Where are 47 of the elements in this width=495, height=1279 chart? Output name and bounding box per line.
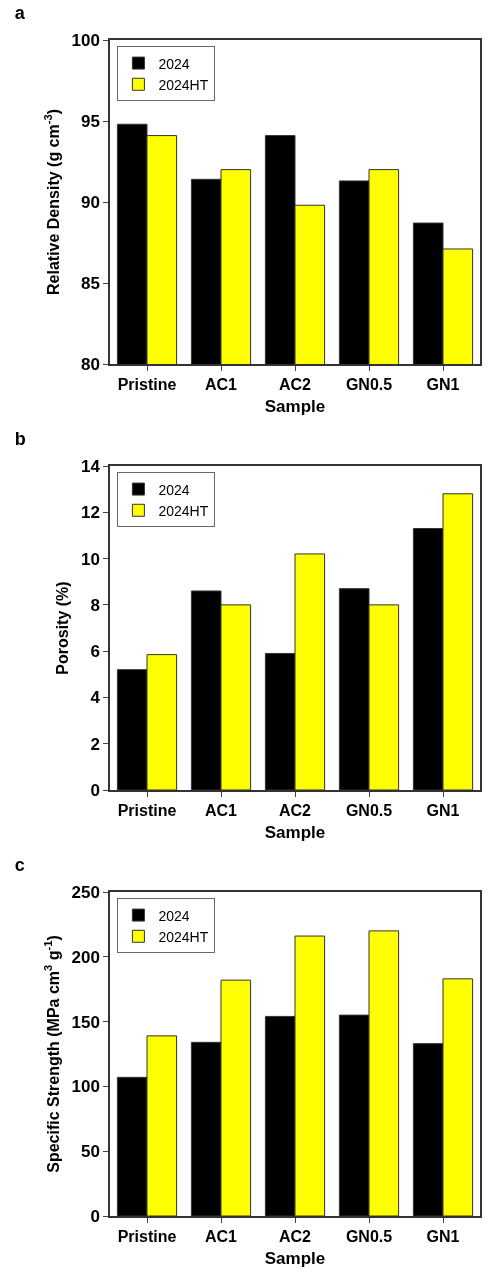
legend-label: 2024HT — [158, 928, 209, 945]
legend-label: 2024HT — [158, 502, 209, 519]
y-axis-title: Porosity (%) — [54, 581, 72, 675]
x-tick-label: AC1 — [204, 1227, 238, 1245]
chart-title: b — [14, 428, 26, 449]
x-tick-label: Pristine — [117, 1227, 177, 1245]
y-tick-label: 200 — [71, 947, 100, 967]
x-tick-label: AC1 — [204, 801, 238, 819]
y-tick-label: 10 — [80, 549, 100, 569]
y-tick-label: 0 — [90, 780, 100, 800]
legend-label: 2024 — [158, 55, 190, 72]
x-tick-label: AC1 — [204, 375, 238, 393]
y-tick-label: 250 — [71, 882, 100, 902]
y-tick-label: 150 — [71, 1012, 100, 1032]
y-tick-label: 0 — [90, 1206, 100, 1226]
y-tick-label: 12 — [80, 503, 100, 523]
x-tick-label: GN1 — [426, 375, 460, 393]
x-axis-title: Sample — [264, 822, 326, 842]
legend-label: 2024 — [158, 907, 190, 924]
x-tick-label: GN1 — [426, 801, 460, 819]
x-tick-label: GN0.5 — [345, 375, 393, 393]
legend-label: 2024 — [158, 481, 190, 498]
y-tick-label: 100 — [71, 1077, 100, 1097]
x-tick-label: AC2 — [278, 1227, 312, 1245]
y-tick-label: 85 — [80, 273, 100, 293]
y-tick-label: 2 — [90, 734, 100, 754]
x-axis-title: Sample — [264, 396, 326, 416]
y-tick-label: 50 — [80, 1142, 100, 1162]
y-tick-label: 6 — [90, 642, 100, 662]
x-tick-label: AC2 — [278, 801, 312, 819]
x-tick-label: AC2 — [278, 375, 312, 393]
x-tick-label: GN1 — [426, 1227, 460, 1245]
y-tick-label: 90 — [80, 192, 100, 212]
legend-label: 2024HT — [158, 76, 209, 93]
x-tick-label: Pristine — [117, 375, 177, 393]
x-tick-label: Pristine — [117, 801, 177, 819]
x-tick-label: GN0.5 — [345, 1227, 393, 1245]
y-tick-label: 8 — [90, 595, 100, 615]
y-tick-label: 80 — [80, 354, 100, 374]
chart-title: a — [14, 2, 26, 23]
y-tick-label: 100 — [71, 30, 100, 50]
x-tick-label: GN0.5 — [345, 801, 393, 819]
x-axis-title: Sample — [264, 1248, 326, 1268]
y-tick-label: 95 — [80, 111, 100, 131]
y-tick-label: 14 — [80, 456, 101, 476]
chart-title: c — [14, 854, 25, 875]
y-tick-label: 4 — [90, 688, 101, 708]
